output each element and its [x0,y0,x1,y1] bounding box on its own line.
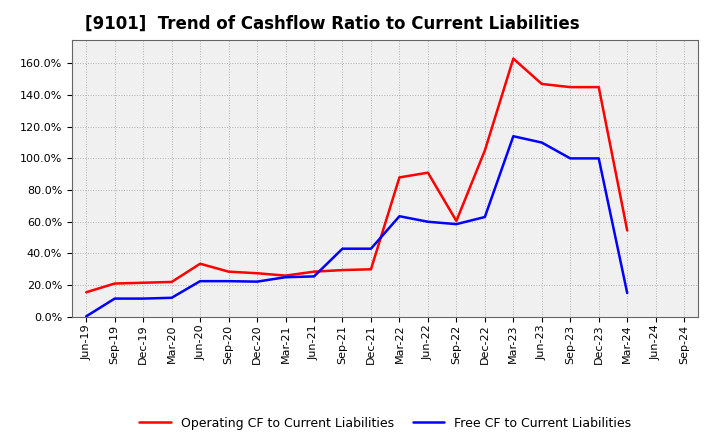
Free CF to Current Liabilities [196,279,204,284]
Free CF to Current Liabilities [595,156,603,161]
Operating CF to Current Liabilities [537,81,546,87]
Operating CF to Current Liabilities [282,273,290,278]
Operating CF to Current Liabilities [623,228,631,233]
Operating CF to Current Liabilities [338,268,347,273]
Free CF to Current Liabilities [623,290,631,296]
Free CF to Current Liabilities [82,314,91,319]
Operating CF to Current Liabilities [196,261,204,266]
Operating CF to Current Liabilities [480,148,489,153]
Free CF to Current Liabilities [566,156,575,161]
Line: Free CF to Current Liabilities: Free CF to Current Liabilities [86,136,627,316]
Line: Operating CF to Current Liabilities: Operating CF to Current Liabilities [86,59,627,292]
Operating CF to Current Liabilities [225,269,233,274]
Free CF to Current Liabilities [253,279,261,284]
Operating CF to Current Liabilities [395,175,404,180]
Operating CF to Current Liabilities [253,271,261,276]
Operating CF to Current Liabilities [452,218,461,224]
Free CF to Current Liabilities [225,279,233,284]
Free CF to Current Liabilities [139,296,148,301]
Free CF to Current Liabilities [310,274,318,279]
Free CF to Current Liabilities [338,246,347,251]
Operating CF to Current Liabilities [566,84,575,90]
Operating CF to Current Liabilities [509,56,518,61]
Operating CF to Current Liabilities [139,280,148,286]
Operating CF to Current Liabilities [167,279,176,285]
Free CF to Current Liabilities [366,246,375,251]
Legend: Operating CF to Current Liabilities, Free CF to Current Liabilities: Operating CF to Current Liabilities, Fre… [135,412,636,435]
Free CF to Current Liabilities [537,140,546,145]
Free CF to Current Liabilities [452,221,461,227]
Operating CF to Current Liabilities [110,281,119,286]
Operating CF to Current Liabilities [366,267,375,272]
Free CF to Current Liabilities [509,134,518,139]
Free CF to Current Liabilities [423,219,432,224]
Operating CF to Current Liabilities [423,170,432,175]
Operating CF to Current Liabilities [595,84,603,90]
Free CF to Current Liabilities [480,214,489,220]
Free CF to Current Liabilities [282,275,290,280]
Free CF to Current Liabilities [167,295,176,301]
Operating CF to Current Liabilities [82,290,91,295]
Free CF to Current Liabilities [395,213,404,219]
Operating CF to Current Liabilities [310,269,318,274]
Text: [9101]  Trend of Cashflow Ratio to Current Liabilities: [9101] Trend of Cashflow Ratio to Curren… [84,15,579,33]
Free CF to Current Liabilities [110,296,119,301]
